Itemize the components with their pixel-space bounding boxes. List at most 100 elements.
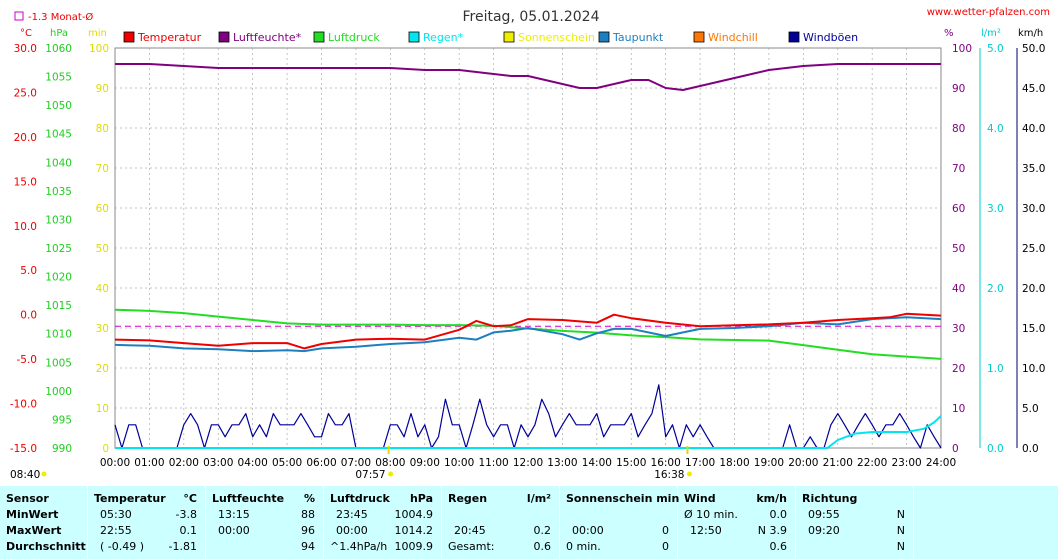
y-tick-pressure: 1015: [45, 300, 72, 312]
x-tick-label: 04:00: [238, 457, 268, 469]
x-tick-label: 19:00: [754, 457, 784, 469]
stats-press-max-time: 00:00: [336, 524, 368, 537]
sun-markers: 07:57 16:38 08:40: [10, 446, 692, 481]
stats-rain-unit: l/m²: [526, 492, 551, 505]
stats-hum-header: Luftfeuchte: [212, 492, 285, 505]
y-tick-minutes: 90: [96, 83, 109, 95]
stats-hum-min-value: 88: [301, 508, 315, 521]
unit-minutes: min: [88, 28, 107, 39]
y-tick-temp: 0.0: [20, 310, 37, 322]
stats-wind-max-time: 12:50: [690, 524, 722, 537]
y-tick-wind: 25.0: [1022, 243, 1045, 255]
stats-temp-unit: °C: [183, 492, 197, 505]
y-tick-temp: 15.0: [14, 176, 37, 188]
y-tick-temp: -15.0: [10, 443, 37, 455]
x-tick-label: 18:00: [719, 457, 749, 469]
month-avg-marker-box: [14, 11, 24, 21]
series-line-regen: [115, 415, 942, 449]
y-tick-wind: 10.0: [1022, 363, 1045, 375]
y-tick-wind: 20.0: [1022, 283, 1045, 295]
y-tick-rain: 3.0: [987, 203, 1004, 215]
y-tick-minutes: 60: [96, 203, 109, 215]
stats-rain-max-time: 20:45: [454, 524, 486, 537]
stats-press-unit: hPa: [409, 492, 433, 505]
stats-sensor-header: Sensor: [6, 492, 49, 505]
unit-temp: °C: [20, 28, 32, 39]
x-tick-label: 21:00: [823, 457, 853, 469]
legend-swatch: [788, 31, 800, 43]
daylength-sun-icon: [41, 471, 47, 477]
legend-label: Temperatur: [137, 31, 202, 44]
stats-temp-max-time: 22:55: [100, 524, 132, 537]
x-tick-label: 11:00: [478, 457, 508, 469]
stats-temp-min-time: 05:30: [100, 508, 132, 521]
series-line-taupunkt: [114, 316, 942, 353]
y-tick-minutes: 20: [96, 363, 109, 375]
y-tick-pressure: 1010: [45, 329, 72, 341]
y-tick-pressure: 1045: [45, 129, 72, 141]
stats-temp-header: Temperatur: [94, 492, 166, 505]
stats-row-label-avg: Durchschnitt: [6, 540, 86, 553]
y-tick-wind: 30.0: [1022, 203, 1045, 215]
x-tick-label: 16:00: [651, 457, 681, 469]
y-tick-humidity: 10: [952, 403, 965, 415]
site-link[interactable]: www.wetter-pfalzen.com: [927, 7, 1050, 18]
y-tick-minutes: 70: [96, 163, 109, 175]
stats-press-avg-value: 1009.9: [394, 540, 434, 553]
stats-wind-avg10-value: 0.0: [769, 508, 788, 521]
axis-tick-labels: 00:00 01:00 02:00 03:00 04:00 05:00 06:00 07:00…: [10, 43, 1046, 469]
stats-dir-header: Richtung: [802, 492, 858, 505]
y-tick-humidity: 70: [952, 163, 965, 175]
y-tick-wind: 5.0: [1022, 403, 1039, 415]
y-tick-wind: 40.0: [1022, 123, 1045, 135]
y-tick-humidity: 0: [952, 443, 959, 455]
stats-col-sonnenschein: Sonnenschein min 00:00 0 0 min. 0: [560, 486, 679, 559]
y-tick-wind: 15.0: [1022, 323, 1045, 335]
stats-press-max-value: 1014.2: [394, 524, 434, 537]
weather-chart: Freitag, 05.01.2024 www.wetter-pfalzen.c…: [10, 7, 1050, 481]
x-tick-label: 09:00: [410, 457, 440, 469]
stats-col-regen: Regen l/m² 20:45 0.2 Gesamt: 0.6: [442, 486, 560, 559]
stats-temp-min-value: -3.8: [175, 508, 197, 521]
legend-label: Regen*: [423, 31, 464, 44]
y-tick-pressure: 1055: [45, 72, 72, 84]
stats-dir-max-time: 09:20: [808, 524, 840, 537]
y-tick-humidity: 30: [952, 323, 965, 335]
x-tick-label: 22:00: [857, 457, 887, 469]
series-lines: [114, 63, 942, 449]
x-tick-label: 12:00: [513, 457, 543, 469]
sunset-time-label: 16:38: [654, 469, 684, 481]
legend-swatch: [408, 31, 420, 43]
statistics-table: Sensor MinWert MaxWert Durchschnitt Temp…: [0, 486, 1058, 559]
y-tick-pressure: 1020: [45, 272, 72, 284]
y-tick-wind: 0.0: [1022, 443, 1039, 455]
x-tick-label: 23:00: [891, 457, 921, 469]
series-line-luftfeuchte: [115, 63, 941, 91]
stats-wind-avg10-label: Ø 10 min.: [684, 508, 738, 521]
stats-hum-unit: %: [303, 492, 315, 505]
stats-col-richtung: Richtung 09:55 N 09:20 N N: [796, 486, 914, 559]
legend-label: Luftfeuchte*: [233, 31, 302, 44]
y-tick-minutes: 30: [96, 323, 109, 335]
y-tick-rain: 1.0: [987, 363, 1004, 375]
x-tick-label: 17:00: [685, 457, 715, 469]
y-tick-minutes: 40: [96, 283, 109, 295]
y-tick-pressure: 1060: [45, 43, 72, 55]
y-tick-wind: 50.0: [1022, 43, 1045, 55]
stats-rain-header: Regen: [448, 492, 488, 505]
y-tick-wind: 45.0: [1022, 83, 1045, 95]
y-tick-minutes: 80: [96, 123, 109, 135]
stats-wind-unit: km/h: [756, 492, 787, 505]
stats-wind-max-value: N 3.9: [757, 524, 787, 537]
month-avg-label: -1.3 Monat-Ø: [28, 11, 93, 23]
x-tick-label: 14:00: [582, 457, 612, 469]
y-tick-pressure: 1005: [45, 357, 72, 369]
stats-col-luftdruck: Luftdruck hPa 23:45 1004.9 00:00 1014.2 …: [324, 486, 442, 559]
stats-temp-avg-value: -1.81: [168, 540, 197, 553]
legend-label: Windböen: [803, 31, 858, 44]
stats-temp-avg-note: ( -0.49 ): [100, 540, 145, 553]
legend-label: Sonnenschein: [518, 31, 595, 44]
y-tick-minutes: 10: [96, 403, 109, 415]
y-tick-wind: 35.0: [1022, 163, 1045, 175]
stats-row-label-min: MinWert: [6, 508, 59, 521]
